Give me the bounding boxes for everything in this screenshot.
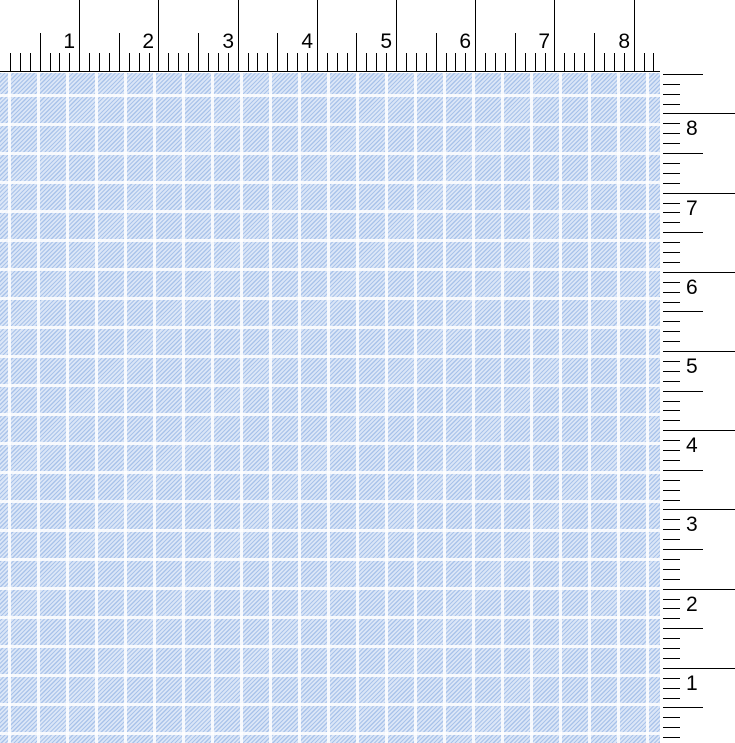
right-ruler-label: 5 bbox=[686, 355, 698, 378]
right-ruler-label: 1 bbox=[686, 672, 698, 695]
right-ruler-label: 4 bbox=[686, 434, 698, 457]
top-ruler-label: 3 bbox=[222, 30, 234, 53]
top-ruler-label: 4 bbox=[301, 30, 313, 53]
top-ruler-label: 6 bbox=[459, 30, 471, 53]
top-ruler-label: 7 bbox=[538, 30, 550, 53]
right-ruler-label: 2 bbox=[686, 593, 698, 616]
right-ruler-label: 7 bbox=[686, 197, 698, 220]
right-ruler-label: 8 bbox=[686, 117, 698, 140]
top-ruler-label: 1 bbox=[63, 30, 75, 53]
top-ruler-label: 8 bbox=[618, 30, 630, 53]
right-ruler-label: 3 bbox=[686, 513, 698, 536]
right-ruler-label: 6 bbox=[686, 276, 698, 299]
top-ruler-label: 5 bbox=[380, 30, 392, 53]
top-ruler-label: 2 bbox=[142, 30, 154, 53]
fabric-swatch bbox=[0, 73, 660, 743]
